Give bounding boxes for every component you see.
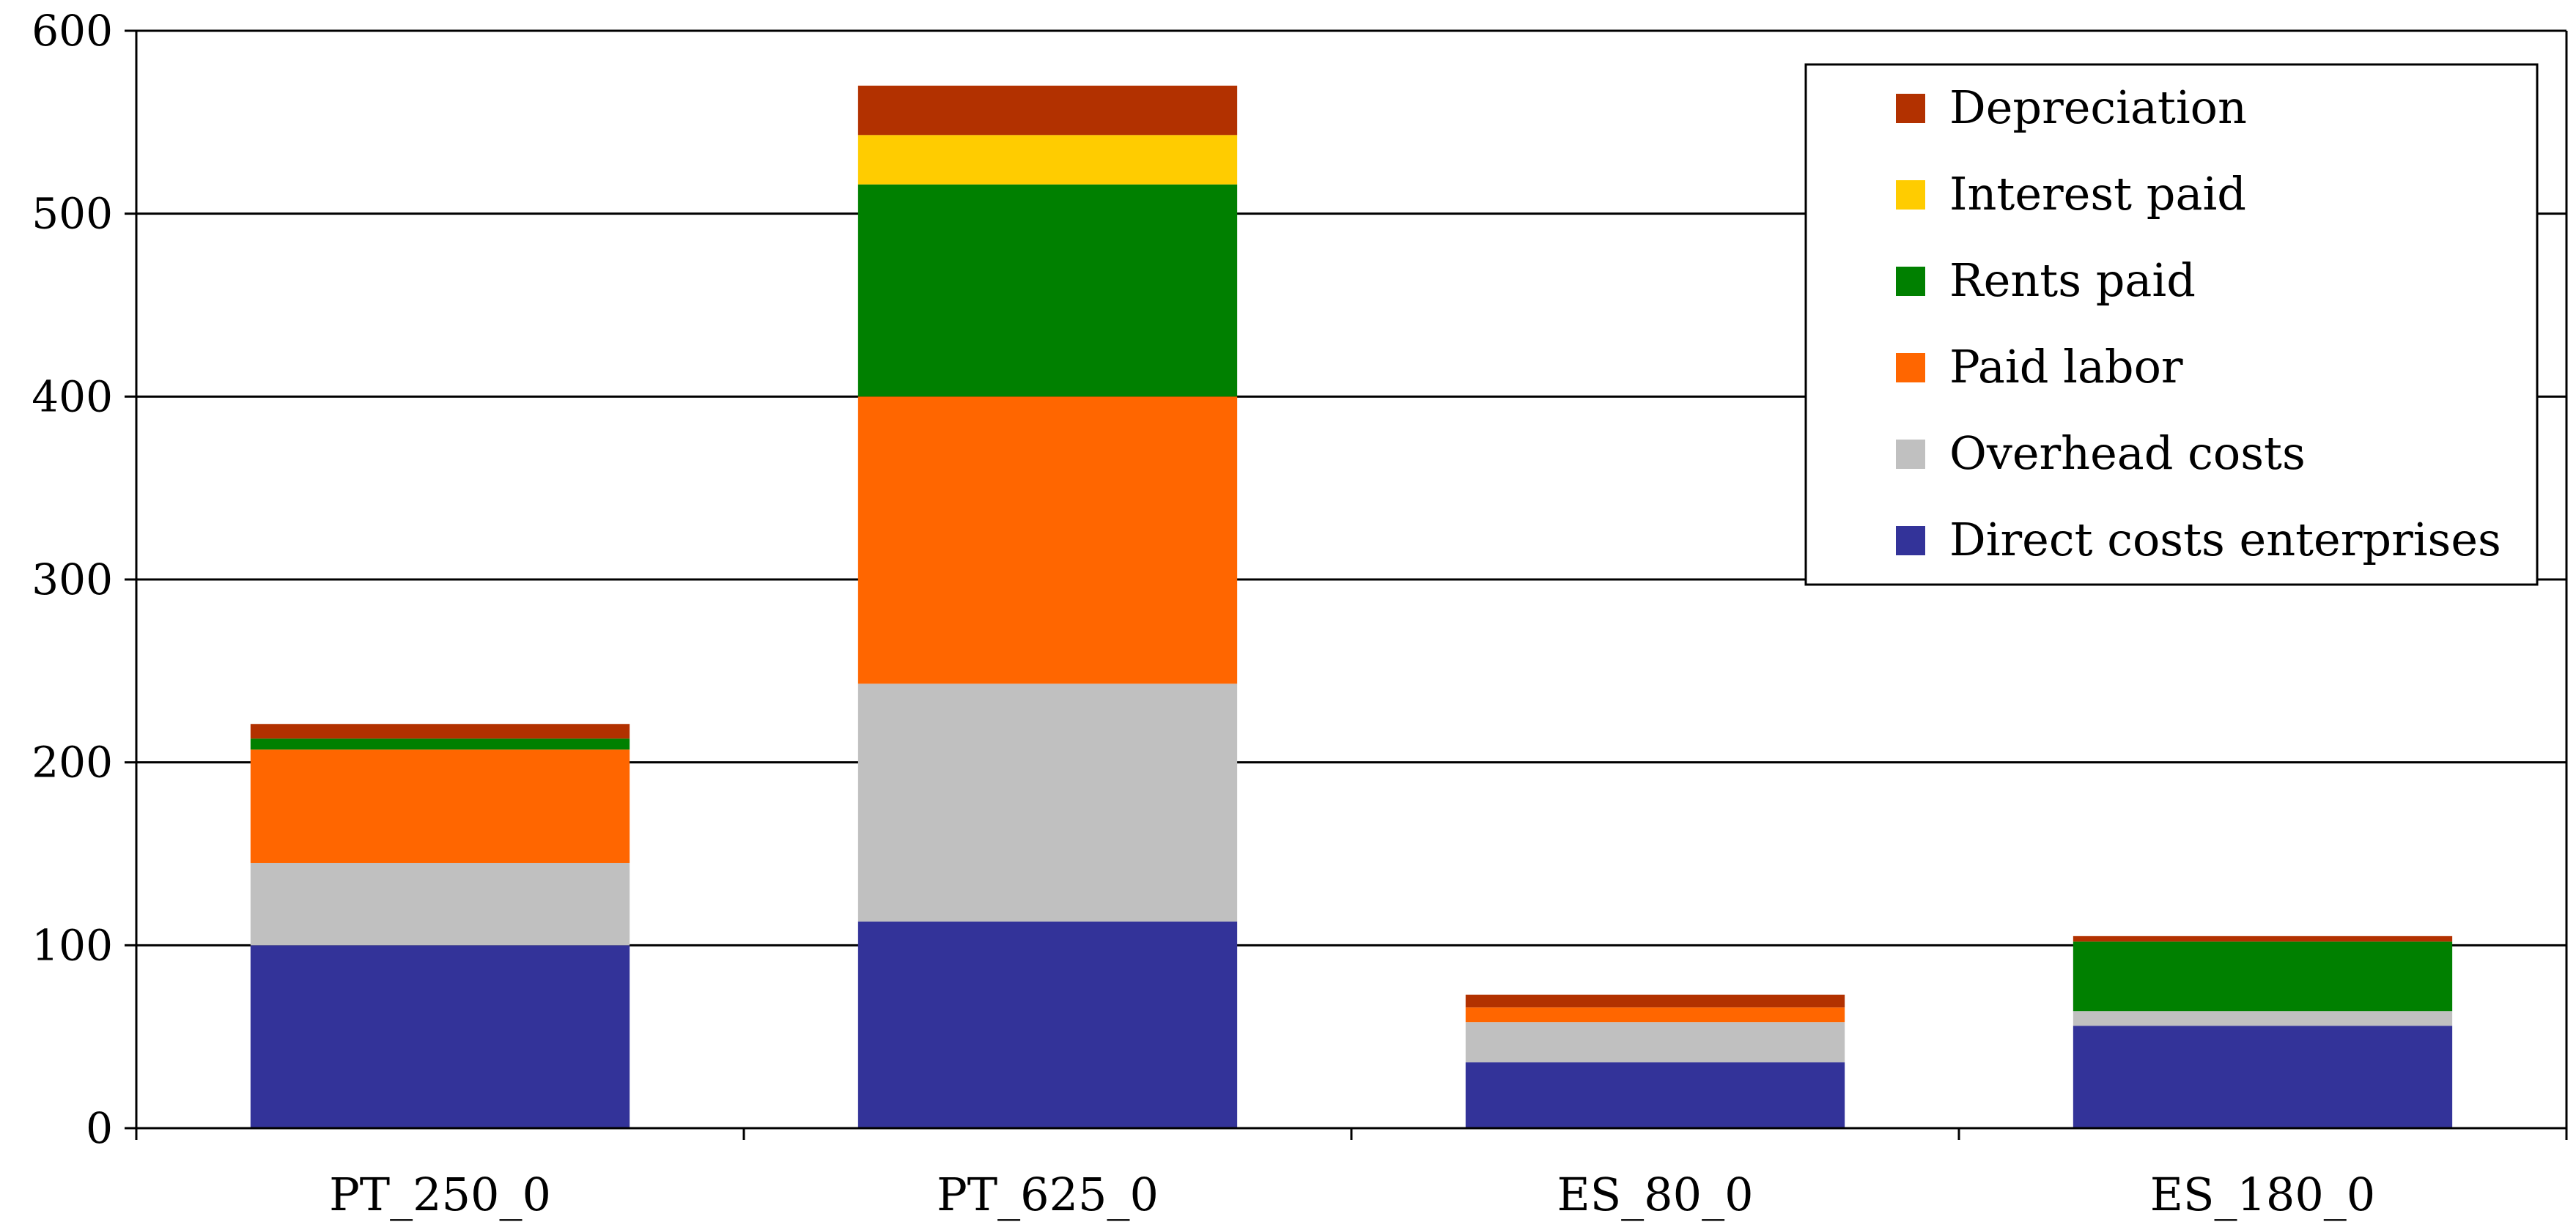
legend-label-paid-labor: Paid labor [1949, 340, 2183, 393]
bar-pt-250-0-paid-labor [250, 749, 630, 863]
legend-swatch-depreciation [1896, 94, 1925, 123]
bar-pt-250-0-depreciation [250, 724, 630, 739]
y-tick-label-400: 400 [32, 371, 113, 421]
legend-label-rents-paid: Rents paid [1949, 253, 2196, 307]
bar-es-180-0-rents-paid [2073, 941, 2453, 1012]
bar-es-80-0-overhead-costs [1465, 1022, 1845, 1063]
bar-pt-250-0-rents-paid [250, 738, 630, 750]
legend-box [1804, 63, 2539, 586]
legend-swatch-paid-labor [1896, 353, 1925, 382]
category-label-pt-250-0: PT_250_0 [329, 1168, 551, 1221]
legend-swatch-overhead-costs [1896, 440, 1925, 469]
category-label-pt-625-0: PT_625_0 [937, 1168, 1159, 1221]
bar-es-80-0-paid-labor [1465, 1007, 1845, 1023]
legend-label-direct-costs-enterprises: Direct costs enterprises [1949, 513, 2501, 566]
bar-pt-625-0-rents-paid [857, 184, 1238, 397]
bar-es-180-0-depreciation [2073, 936, 2453, 942]
bar-es-180-0-direct-costs-enterprises [2073, 1026, 2453, 1128]
bar-pt-625-0-direct-costs-enterprises [857, 921, 1238, 1128]
bars [250, 85, 2453, 1128]
bar-pt-250-0-direct-costs-enterprises [250, 945, 630, 1128]
bar-es-80-0-depreciation [1465, 994, 1845, 1008]
y-tick-label-600: 600 [32, 6, 113, 56]
bar-pt-625-0-overhead-costs [857, 683, 1238, 922]
y-tick-label-100: 100 [32, 920, 113, 970]
y-tick-label-0: 0 [86, 1103, 113, 1153]
category-label-es-80-0: ES_80_0 [1557, 1168, 1753, 1221]
y-tick-labels: 0 100 200 300 400 500 600 [32, 6, 113, 1153]
legend-swatch-interest-paid [1896, 180, 1925, 210]
bar-es-80-0-direct-costs-enterprises [1465, 1062, 1845, 1128]
y-tick-label-300: 300 [32, 555, 113, 604]
bar-pt-625-0-interest-paid [857, 135, 1238, 185]
y-tick-label-200: 200 [32, 738, 113, 788]
legend: Depreciation Interest paid Rents paid Paid … [1804, 63, 2539, 586]
legend-swatch-rents-paid [1896, 267, 1925, 296]
legend-swatch-direct-costs-enterprises [1896, 526, 1925, 555]
x-category-labels: PT_250_0 PT_625_0 ES_80_0 ES_180_0 [329, 1168, 2375, 1221]
category-label-es-180-0: ES_180_0 [2150, 1168, 2376, 1221]
bar-es-180-0-overhead-costs [2073, 1011, 2453, 1026]
legend-label-depreciation: Depreciation [1949, 81, 2247, 134]
bar-pt-625-0-depreciation [857, 85, 1238, 136]
legend-label-interest-paid: Interest paid [1949, 167, 2246, 221]
bar-pt-625-0-paid-labor [857, 396, 1238, 684]
bar-pt-250-0-overhead-costs [250, 862, 630, 946]
axes [125, 29, 2568, 1140]
y-tick-label-500: 500 [32, 189, 113, 239]
legend-label-overhead-costs: Overhead costs [1949, 426, 2306, 480]
